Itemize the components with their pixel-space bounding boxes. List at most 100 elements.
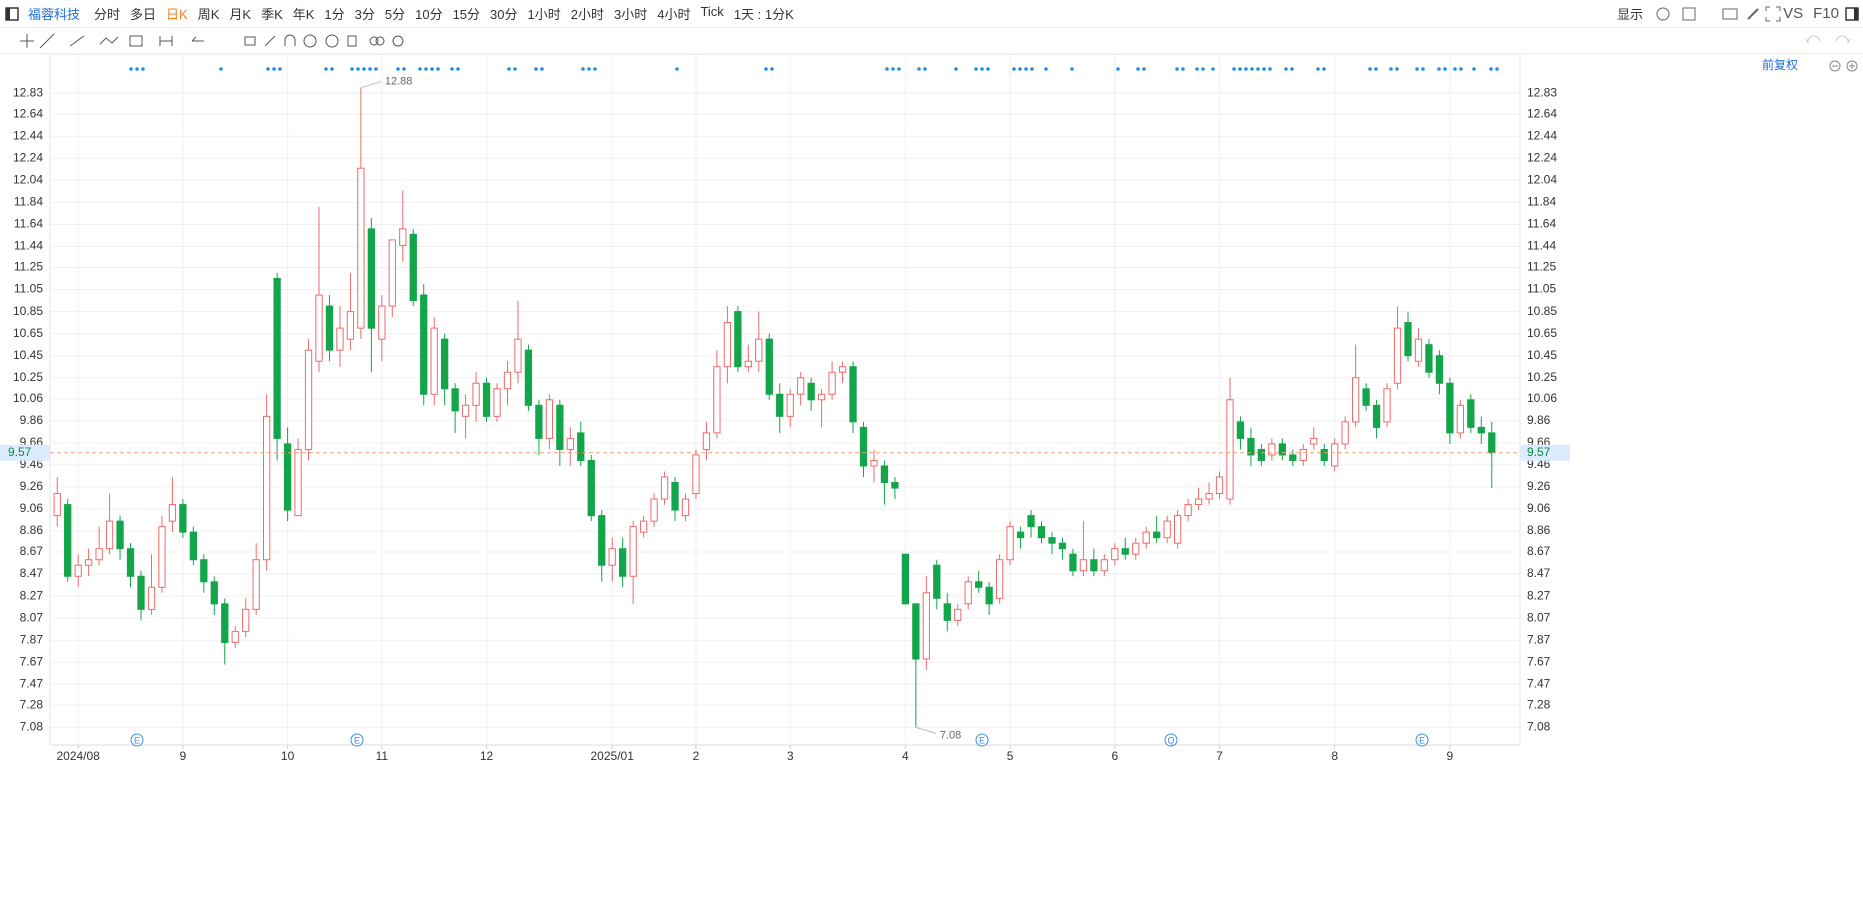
period-tab[interactable]: Tick bbox=[700, 4, 724, 19]
signal-dot bbox=[324, 67, 328, 71]
signal-dot bbox=[1244, 67, 1248, 71]
candle-body bbox=[1048, 537, 1056, 544]
signal-dot bbox=[1201, 67, 1205, 71]
candle-body bbox=[273, 277, 281, 439]
candle-body bbox=[545, 399, 554, 439]
candle-body bbox=[1362, 388, 1370, 406]
candle-body bbox=[817, 393, 826, 401]
signal-dot bbox=[396, 67, 400, 71]
signal-dot bbox=[1018, 67, 1022, 71]
candle-body bbox=[1320, 448, 1328, 461]
period-tab[interactable]: 4小时 bbox=[657, 7, 691, 22]
candle-body bbox=[1215, 476, 1224, 495]
y2-tick-label: 8.27 bbox=[1527, 588, 1551, 602]
candle-body bbox=[430, 327, 438, 395]
period-tab[interactable]: 15分 bbox=[452, 7, 481, 22]
zoom-icons[interactable] bbox=[1829, 60, 1858, 72]
y2-tick-label: 12.83 bbox=[1527, 85, 1557, 99]
period-tab[interactable]: 多日 bbox=[130, 7, 157, 22]
period-tab[interactable]: 月K bbox=[229, 7, 252, 22]
candle-body bbox=[1205, 493, 1213, 500]
candle-body bbox=[126, 548, 135, 577]
panel-icon[interactable] bbox=[1843, 4, 1863, 24]
candle-body bbox=[744, 360, 752, 368]
y2-tick-label: 12.44 bbox=[1527, 128, 1557, 142]
tool-icons[interactable] bbox=[1653, 4, 1763, 24]
range-select[interactable]: 1天 : 1分K bbox=[733, 7, 794, 22]
candle-body bbox=[304, 349, 313, 450]
candle-body bbox=[786, 393, 794, 417]
period-tab[interactable]: 1小时 bbox=[527, 7, 561, 22]
candle-body bbox=[1069, 553, 1077, 572]
period-tab[interactable]: 2小时 bbox=[570, 7, 604, 22]
candle-body bbox=[472, 382, 480, 406]
period-tab[interactable]: 分时 bbox=[94, 7, 121, 22]
y-tick-label: 11.84 bbox=[14, 195, 43, 209]
candle-body bbox=[1142, 531, 1150, 544]
period-tab[interactable]: 30分 bbox=[490, 7, 518, 22]
period-tab[interactable]: 5分 bbox=[384, 7, 406, 22]
candle-body bbox=[200, 559, 208, 583]
fullscreen-icon[interactable] bbox=[1763, 4, 1783, 24]
signal-dot bbox=[456, 67, 460, 71]
candle-body bbox=[692, 454, 700, 495]
candle-body bbox=[912, 603, 920, 660]
signal-dot bbox=[980, 67, 984, 71]
candle-body bbox=[1027, 515, 1035, 528]
candle-body bbox=[608, 548, 616, 566]
candle-body bbox=[849, 366, 857, 423]
candle-body bbox=[650, 498, 658, 522]
candle-body bbox=[1100, 559, 1108, 572]
signal-dot bbox=[1070, 67, 1074, 71]
stock-name[interactable]: 福蓉科技 bbox=[28, 7, 81, 22]
periods: 分时 多日 日K 周K 月K 季K 年K 1分 3分 5分 10分 15分 30分 1小时 2小时 3小时 4小… bbox=[94, 4, 734, 23]
adjust-label[interactable]: 前复权 bbox=[1762, 57, 1798, 72]
signal-dot bbox=[1389, 67, 1393, 71]
signal-dot bbox=[350, 67, 354, 71]
candle-body bbox=[1425, 344, 1433, 373]
period-tab[interactable]: 10分 bbox=[415, 7, 443, 22]
candle-body bbox=[1372, 404, 1381, 428]
y-tick-label: 7.08 bbox=[20, 720, 44, 734]
signal-dot bbox=[1211, 67, 1215, 71]
signal-dot bbox=[675, 67, 679, 71]
period-tab[interactable]: 3分 bbox=[354, 7, 375, 22]
period-tab[interactable]: 日K bbox=[166, 7, 188, 22]
signal-dot bbox=[418, 67, 422, 71]
signal-dot bbox=[141, 67, 145, 71]
y2-tick-label: 7.08 bbox=[1527, 720, 1551, 734]
price-label: 9.57 bbox=[1527, 445, 1551, 459]
display-button[interactable]: 显示 bbox=[1617, 7, 1644, 22]
low-pointer bbox=[915, 726, 937, 734]
undo-redo[interactable] bbox=[1803, 31, 1853, 51]
y-tick-label: 7.47 bbox=[20, 677, 44, 691]
signal-dot bbox=[1368, 67, 1372, 71]
y-tick-label: 10.85 bbox=[13, 304, 43, 318]
candle-body bbox=[168, 504, 177, 522]
price-tag bbox=[0, 444, 50, 461]
drawing-tools bbox=[0, 28, 1863, 54]
period-tab[interactable]: 周K bbox=[197, 7, 220, 22]
sidebar-icon[interactable] bbox=[0, 4, 28, 24]
candle-body bbox=[587, 459, 595, 517]
period-tab[interactable]: 1分 bbox=[324, 7, 345, 22]
period-tab[interactable]: 季K bbox=[261, 7, 283, 22]
candle-body bbox=[53, 493, 61, 517]
period-tab[interactable]: 年K bbox=[292, 7, 315, 22]
vs-button[interactable]: VS bbox=[1783, 5, 1804, 22]
signal-dot bbox=[1268, 67, 1272, 71]
event-marker bbox=[1164, 733, 1178, 747]
signal-dot bbox=[266, 67, 270, 71]
y2-tick-label: 11.05 bbox=[1527, 282, 1556, 296]
candle-body bbox=[357, 167, 365, 329]
f10-button[interactable]: F10 bbox=[1813, 5, 1839, 22]
y-tick-label: 10.06 bbox=[13, 391, 43, 405]
y2-tick-label: 7.87 bbox=[1527, 632, 1551, 646]
candle-body bbox=[859, 426, 868, 467]
period-tab[interactable]: 3小时 bbox=[613, 7, 648, 22]
drawing-icons[interactable] bbox=[0, 28, 480, 54]
signal-dot bbox=[1024, 67, 1028, 71]
plot-frame bbox=[49, 54, 1521, 746]
x-tick-label: 6 bbox=[1111, 749, 1118, 763]
signal-dot bbox=[362, 67, 366, 71]
